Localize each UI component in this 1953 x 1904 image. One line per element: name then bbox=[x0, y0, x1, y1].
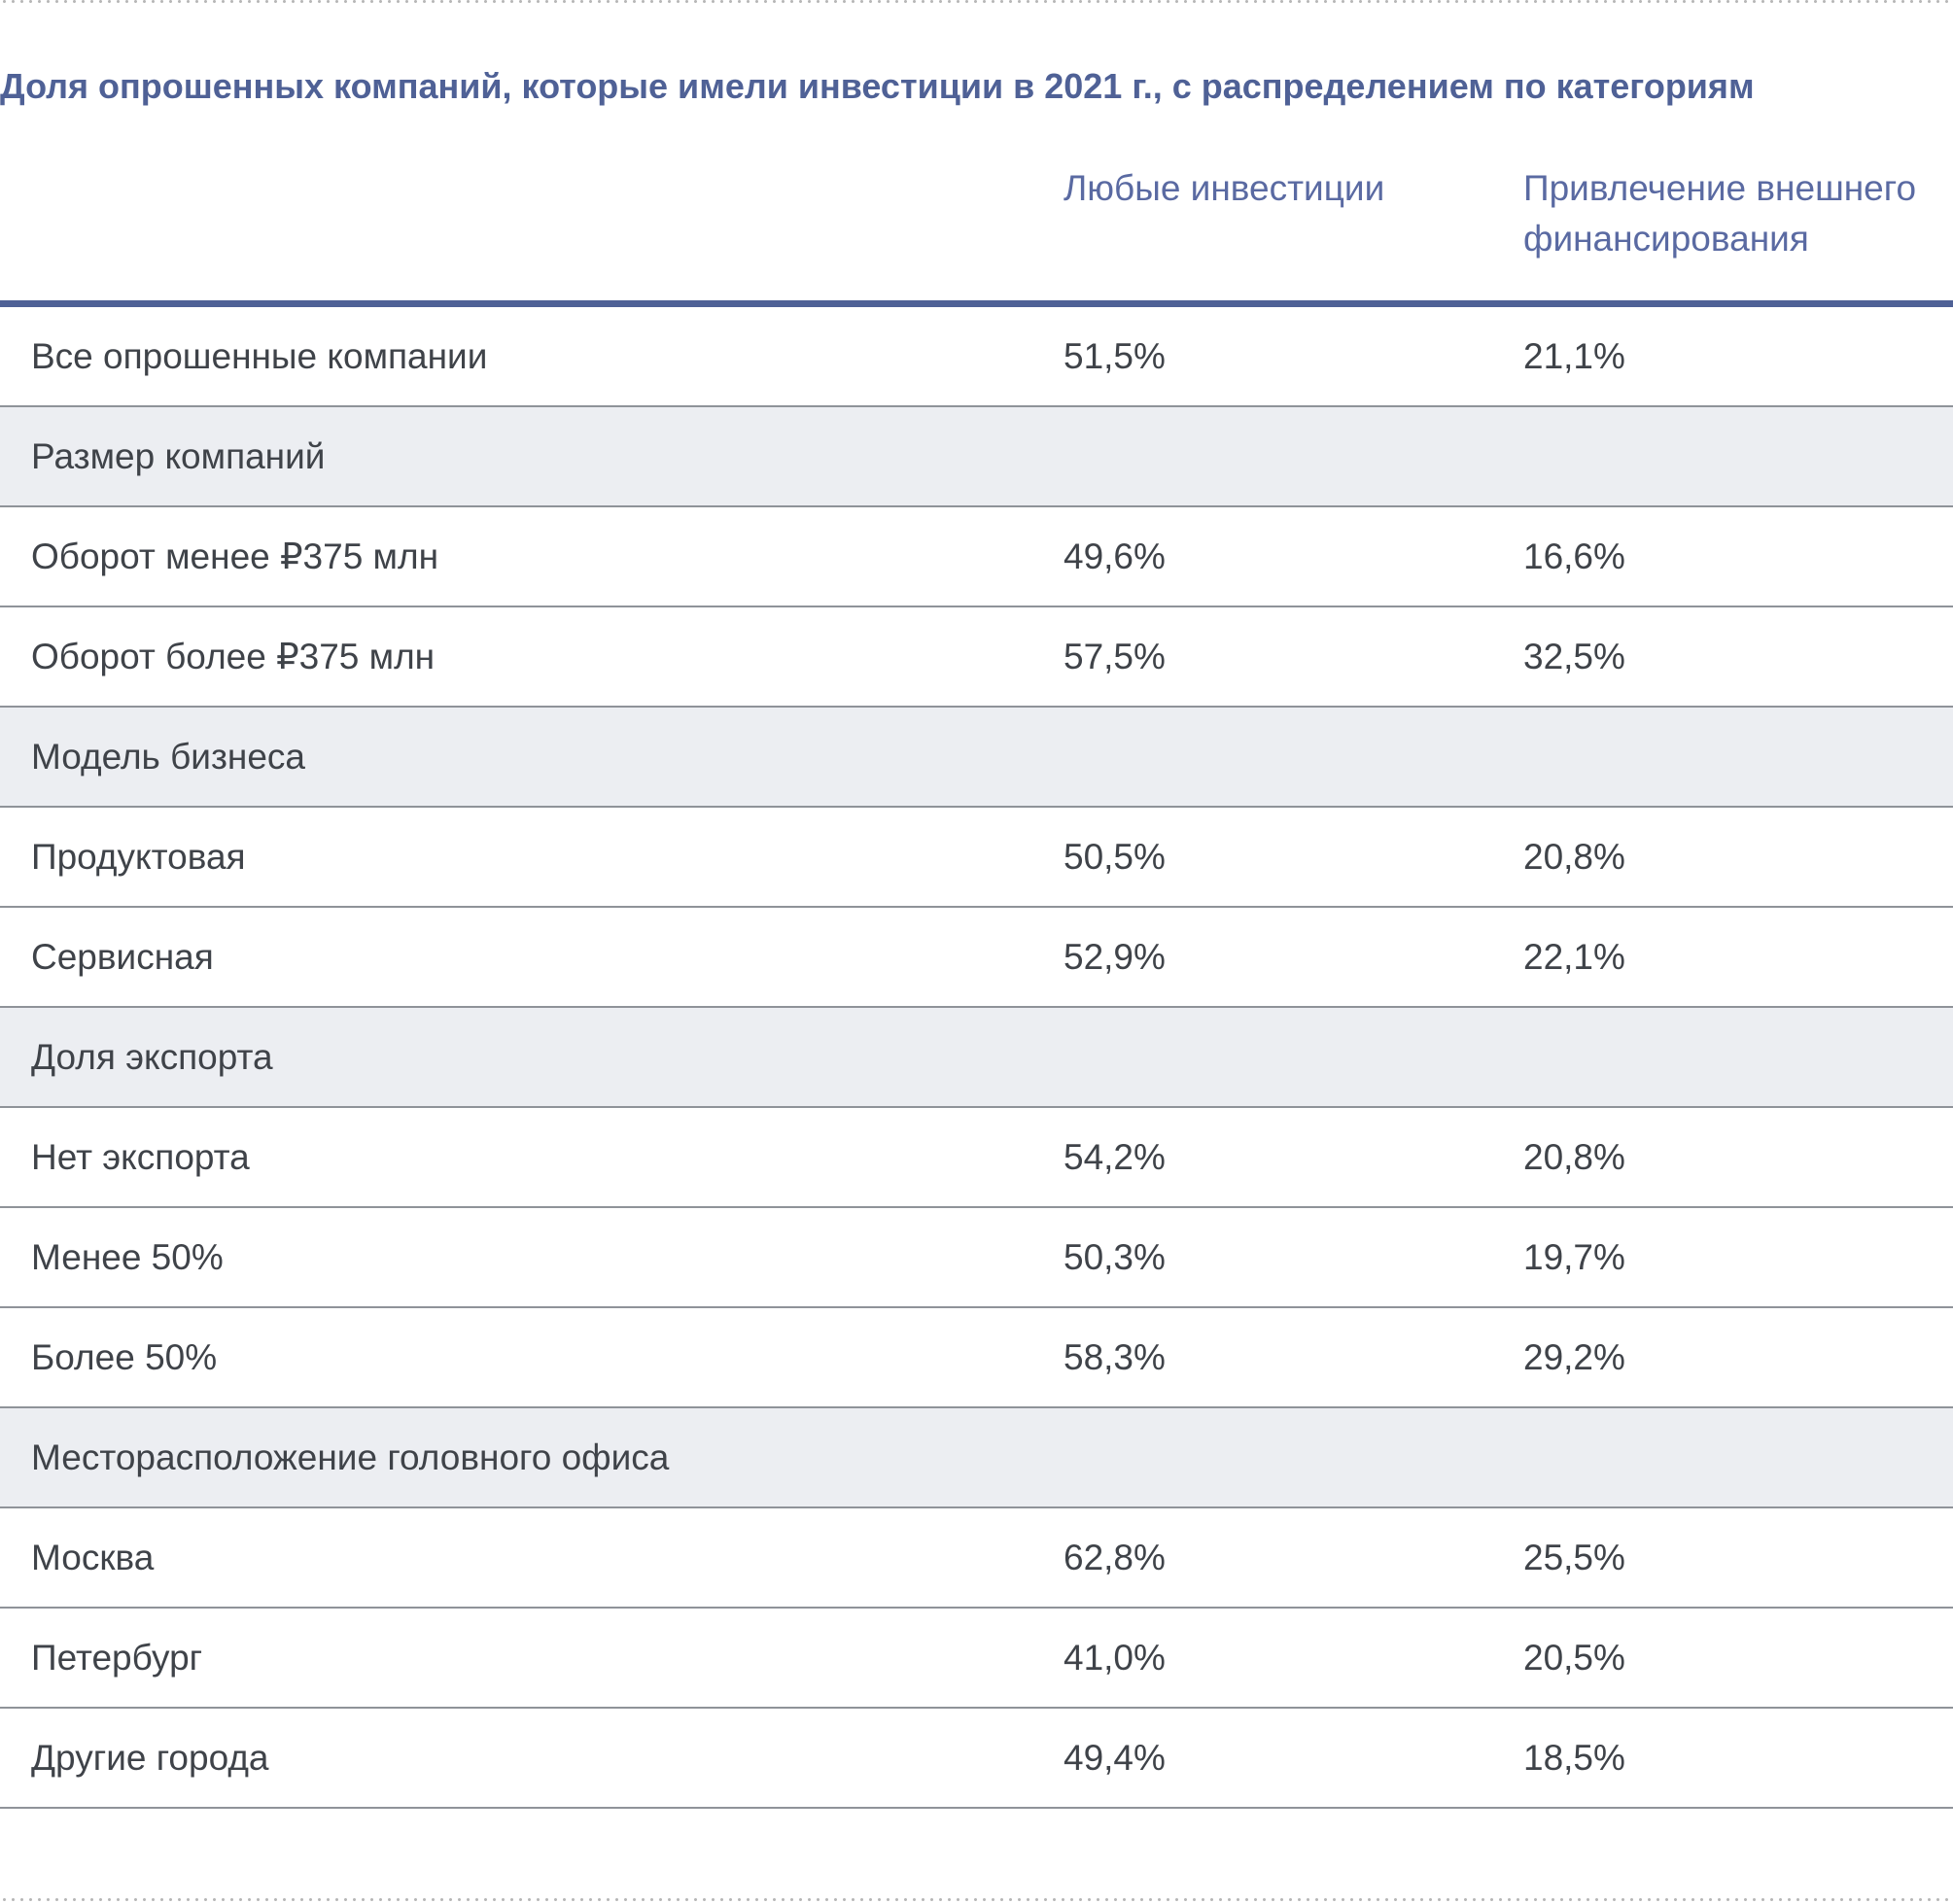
external-financing-value: 18,5% bbox=[1523, 1738, 1625, 1778]
row-label: Нет экспорта bbox=[31, 1137, 250, 1177]
table-row: Петербург 41,0% 20,5% bbox=[0, 1609, 1953, 1709]
column-header-external-financing: Привлечение внешнего финансирования bbox=[1523, 168, 1917, 259]
any-investment-value: 41,0% bbox=[1064, 1638, 1166, 1678]
category-row: Доля экспорта bbox=[0, 1008, 1953, 1108]
table-row: Продуктовая 50,5% 20,8% bbox=[0, 808, 1953, 908]
table-row: Нет экспорта 54,2% 20,8% bbox=[0, 1108, 1953, 1208]
row-label: Все опрошенные компании bbox=[31, 336, 488, 376]
bottom-dotted-divider bbox=[0, 1898, 1953, 1901]
category-label: Размер компаний bbox=[31, 436, 326, 476]
category-row: Месторасположение головного офиса bbox=[0, 1408, 1953, 1508]
row-label: Более 50% bbox=[31, 1337, 218, 1377]
any-investment-value: 54,2% bbox=[1064, 1137, 1166, 1177]
row-label: Другие города bbox=[31, 1738, 269, 1778]
table-row: Оборот более ₽375 млн 57,5% 32,5% bbox=[0, 607, 1953, 708]
category-label: Модель бизнеса bbox=[31, 737, 305, 777]
top-dotted-divider bbox=[0, 0, 1953, 3]
table-title: Доля опрошенных компаний, которые имели … bbox=[0, 66, 1755, 106]
table-row: Оборот менее ₽375 млн 49,6% 16,6% bbox=[0, 507, 1953, 607]
category-row: Модель бизнеса bbox=[0, 708, 1953, 808]
row-label: Сервисная bbox=[31, 937, 214, 977]
table-row: Другие города 49,4% 18,5% bbox=[0, 1709, 1953, 1809]
any-investment-value: 49,4% bbox=[1064, 1738, 1166, 1778]
table-row: Сервисная 52,9% 22,1% bbox=[0, 908, 1953, 1008]
row-label: Продуктовая bbox=[31, 837, 246, 877]
row-label: Оборот менее ₽375 млн bbox=[31, 537, 439, 576]
data-table: Все опрошенные компании 51,5% 21,1% Разм… bbox=[0, 307, 1953, 1809]
category-label: Доля экспорта bbox=[31, 1037, 273, 1077]
external-financing-value: 19,7% bbox=[1523, 1237, 1625, 1277]
category-label: Месторасположение головного офиса bbox=[31, 1437, 670, 1477]
row-label: Москва bbox=[31, 1538, 155, 1577]
table-row: Более 50% 58,3% 29,2% bbox=[0, 1308, 1953, 1408]
table-row: Все опрошенные компании 51,5% 21,1% bbox=[0, 307, 1953, 407]
any-investment-value: 49,6% bbox=[1064, 537, 1166, 576]
external-financing-value: 20,8% bbox=[1523, 1137, 1625, 1177]
category-row: Размер компаний bbox=[0, 407, 1953, 507]
external-financing-value: 29,2% bbox=[1523, 1337, 1625, 1377]
any-investment-value: 52,9% bbox=[1064, 937, 1166, 977]
external-financing-value: 21,1% bbox=[1523, 336, 1625, 376]
external-financing-value: 20,8% bbox=[1523, 837, 1625, 877]
header-rule bbox=[0, 300, 1953, 307]
row-label: Менее 50% bbox=[31, 1237, 224, 1277]
external-financing-value: 32,5% bbox=[1523, 637, 1625, 676]
external-financing-value: 16,6% bbox=[1523, 537, 1625, 576]
any-investment-value: 57,5% bbox=[1064, 637, 1166, 676]
table-row: Москва 62,8% 25,5% bbox=[0, 1508, 1953, 1609]
column-header-any-investment: Любые инвестиции bbox=[1064, 168, 1385, 208]
row-label: Оборот более ₽375 млн bbox=[31, 637, 436, 676]
external-financing-value: 20,5% bbox=[1523, 1638, 1625, 1678]
any-investment-value: 50,3% bbox=[1064, 1237, 1166, 1277]
any-investment-value: 50,5% bbox=[1064, 837, 1166, 877]
any-investment-value: 62,8% bbox=[1064, 1538, 1166, 1577]
table-row: Менее 50% 50,3% 19,7% bbox=[0, 1208, 1953, 1308]
external-financing-value: 22,1% bbox=[1523, 937, 1625, 977]
external-financing-value: 25,5% bbox=[1523, 1538, 1625, 1577]
row-label: Петербург bbox=[31, 1638, 203, 1678]
any-investment-value: 51,5% bbox=[1064, 336, 1166, 376]
any-investment-value: 58,3% bbox=[1064, 1337, 1166, 1377]
